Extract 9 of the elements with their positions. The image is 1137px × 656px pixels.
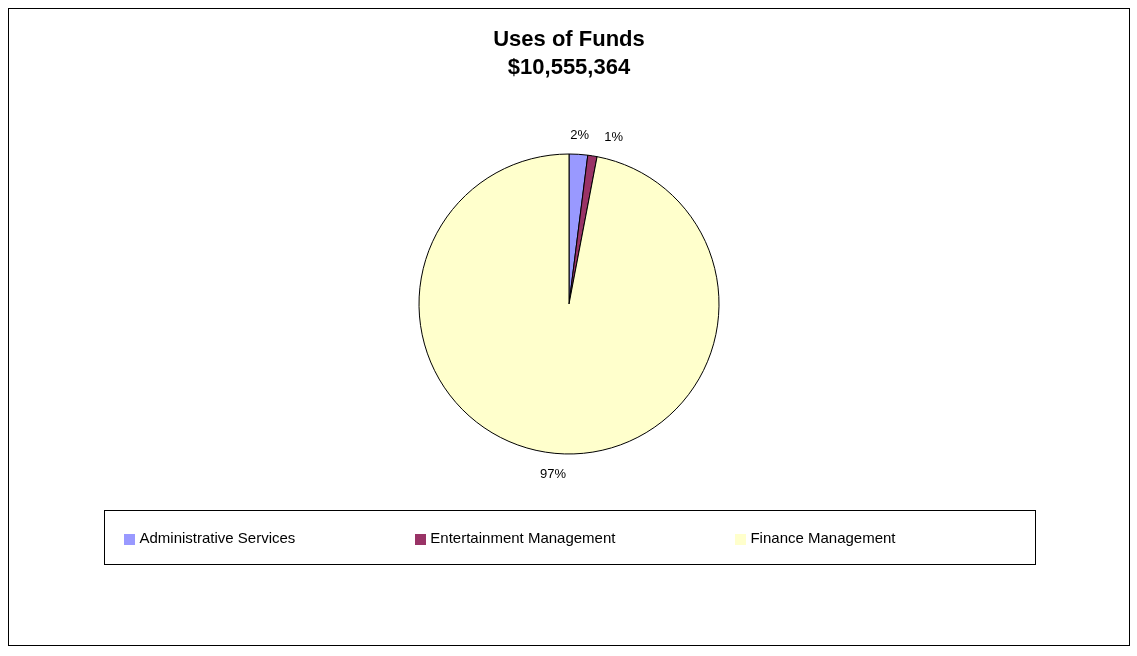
data-label: 2%: [570, 126, 590, 142]
legend-label: Administrative Services: [139, 529, 296, 546]
legend-label: Entertainment Management: [430, 529, 616, 546]
chart-title: Uses of Funds: [492, 25, 646, 53]
legend-label: Finance Management: [750, 529, 896, 546]
pie-slice: [418, 153, 720, 455]
data-label: 97%: [539, 465, 567, 481]
data-label: 1%: [604, 128, 624, 144]
chart-subtitle: $10,555,364: [506, 53, 632, 81]
